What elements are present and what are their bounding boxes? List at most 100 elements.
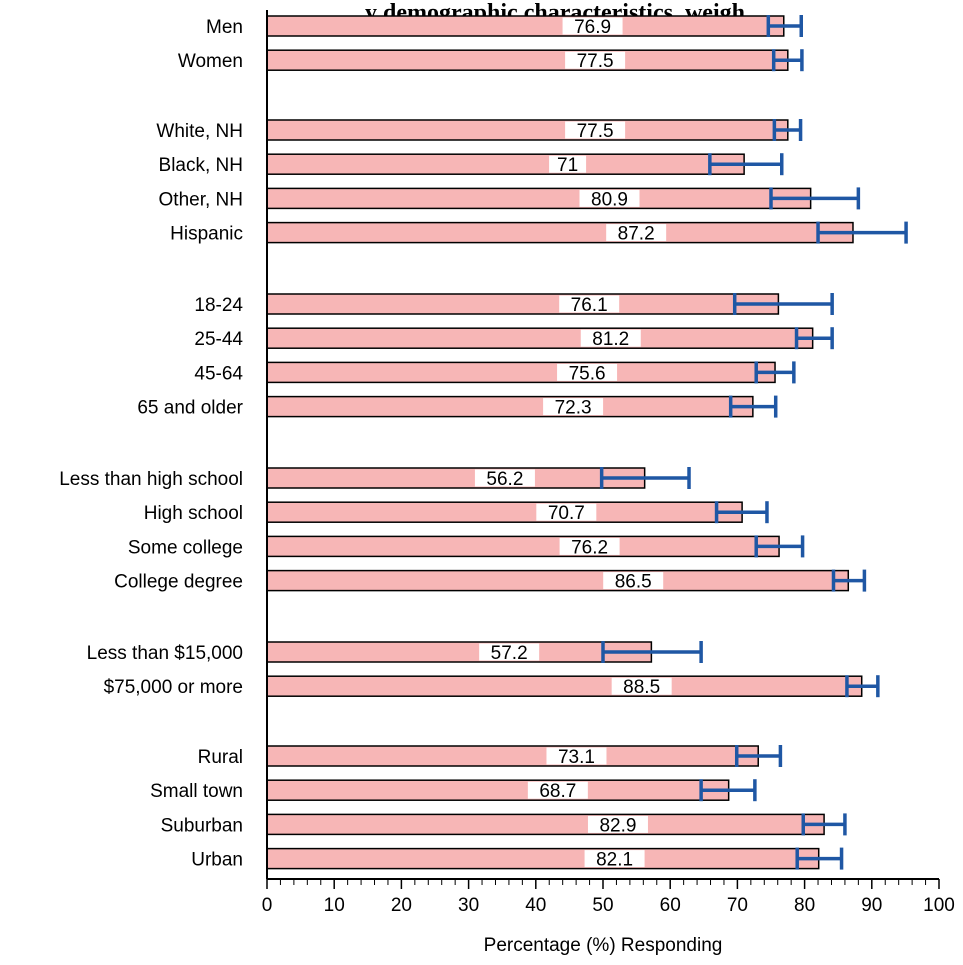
bars-layer: 76.9 77.5 77.5 71 80.9 87.2 76.1 81.2 75.6 72.3 56… [266, 15, 908, 871]
bar [266, 361, 776, 384]
bar-group: 73.1 [266, 745, 783, 768]
value-label-background [584, 850, 645, 868]
value-label-background [543, 398, 604, 416]
x-tick-label: 10 [324, 895, 345, 916]
category-label: Some college [128, 537, 243, 558]
category-label: Suburban [161, 815, 243, 836]
value-label: 81.2 [592, 329, 629, 350]
category-label: High school [144, 503, 243, 524]
x-axis-title: Percentage (%) Responding [484, 935, 723, 956]
x-tick-label: 50 [592, 895, 613, 916]
x-tick-label: 0 [262, 895, 273, 916]
category-label: Hispanic [170, 224, 243, 245]
bar-group: 75.6 [266, 361, 796, 384]
category-label: Small town [150, 781, 243, 802]
x-tick-label: 20 [391, 895, 412, 916]
value-label: 80.9 [591, 189, 628, 210]
bar-group: 57.2 [266, 641, 703, 664]
category-label: $75,000 or more [104, 677, 243, 698]
bar [266, 535, 780, 558]
value-label-background [565, 51, 626, 69]
bar [266, 745, 759, 767]
value-label-background [536, 503, 597, 521]
value-label: 76.9 [574, 17, 611, 38]
category-label: Men [206, 17, 243, 38]
value-label-background [587, 815, 648, 833]
value-label-background [549, 155, 587, 173]
value-label: 76.1 [571, 295, 608, 316]
category-label: Women [178, 51, 243, 72]
bar-group: 77.5 [266, 119, 803, 142]
value-label-background [562, 17, 623, 35]
value-label: 73.1 [558, 747, 595, 768]
bar-group: 82.9 [266, 813, 847, 836]
value-label-background [559, 537, 620, 555]
value-label-background [474, 469, 535, 487]
bar-group: 56.2 [266, 467, 691, 490]
value-label-background [603, 572, 664, 590]
x-tick-label: 60 [660, 895, 681, 916]
value-label: 75.6 [569, 363, 606, 384]
value-label: 87.2 [618, 224, 655, 245]
value-label: 82.9 [599, 815, 636, 836]
bar [266, 813, 825, 836]
category-label: 45-64 [194, 363, 243, 384]
bar [266, 847, 820, 870]
bar-group: 68.7 [266, 779, 757, 802]
category-label: White, NH [156, 121, 243, 142]
x-tick-label: 40 [525, 895, 546, 916]
value-label-background [565, 121, 626, 139]
bar-group: 76.9 [266, 15, 803, 38]
x-tick-label: 70 [727, 895, 748, 916]
bar-group: 76.1 [266, 293, 834, 316]
value-label-background [606, 224, 667, 242]
value-label-background [579, 189, 640, 207]
value-label: 86.5 [615, 572, 652, 593]
value-label-background [479, 643, 540, 661]
category-label: College degree [114, 572, 243, 593]
value-label-background [546, 747, 607, 765]
bar-group: 80.9 [266, 187, 861, 210]
value-label: 88.5 [623, 677, 660, 698]
x-tick-label: 30 [458, 895, 479, 916]
category-label: 18-24 [194, 295, 243, 316]
value-label: 76.2 [571, 537, 608, 558]
value-label-background [559, 295, 620, 313]
bar [266, 501, 743, 523]
category-label: Black, NH [159, 155, 243, 176]
category-label: Urban [191, 850, 243, 871]
category-label: Less than $15,000 [87, 643, 243, 664]
bar [266, 641, 653, 663]
bar [266, 49, 789, 71]
bar [266, 153, 745, 175]
value-label-background [611, 677, 672, 695]
bar-group: 86.5 [266, 569, 867, 593]
bar-group: 81.2 [266, 327, 834, 350]
value-label-background [580, 329, 641, 347]
bar [266, 221, 854, 244]
bar [266, 327, 814, 349]
bar-group: 76.2 [266, 535, 805, 558]
bar [266, 467, 646, 489]
value-label: 71 [557, 155, 578, 176]
value-label: 57.2 [491, 643, 528, 664]
x-tick-label: 90 [861, 895, 882, 916]
category-label: Other, NH [159, 189, 243, 210]
bar [266, 293, 780, 315]
bar-group: 71 [266, 153, 784, 176]
bar [266, 119, 789, 141]
category-label: 65 and older [137, 398, 243, 419]
bar [266, 395, 754, 418]
value-label: 82.1 [596, 850, 633, 871]
bar-group: 70.7 [266, 501, 769, 524]
value-label: 68.7 [539, 781, 576, 802]
bar-group: 72.3 [266, 395, 778, 419]
bar [266, 187, 812, 210]
x-tick-label: 100 [923, 895, 955, 916]
x-tick-label: 80 [794, 895, 815, 916]
bar [266, 569, 850, 592]
value-label: 77.5 [577, 51, 614, 72]
axis-layer: Men Women White, NH Black, NH Other, NH Hispa… [59, 10, 955, 916]
